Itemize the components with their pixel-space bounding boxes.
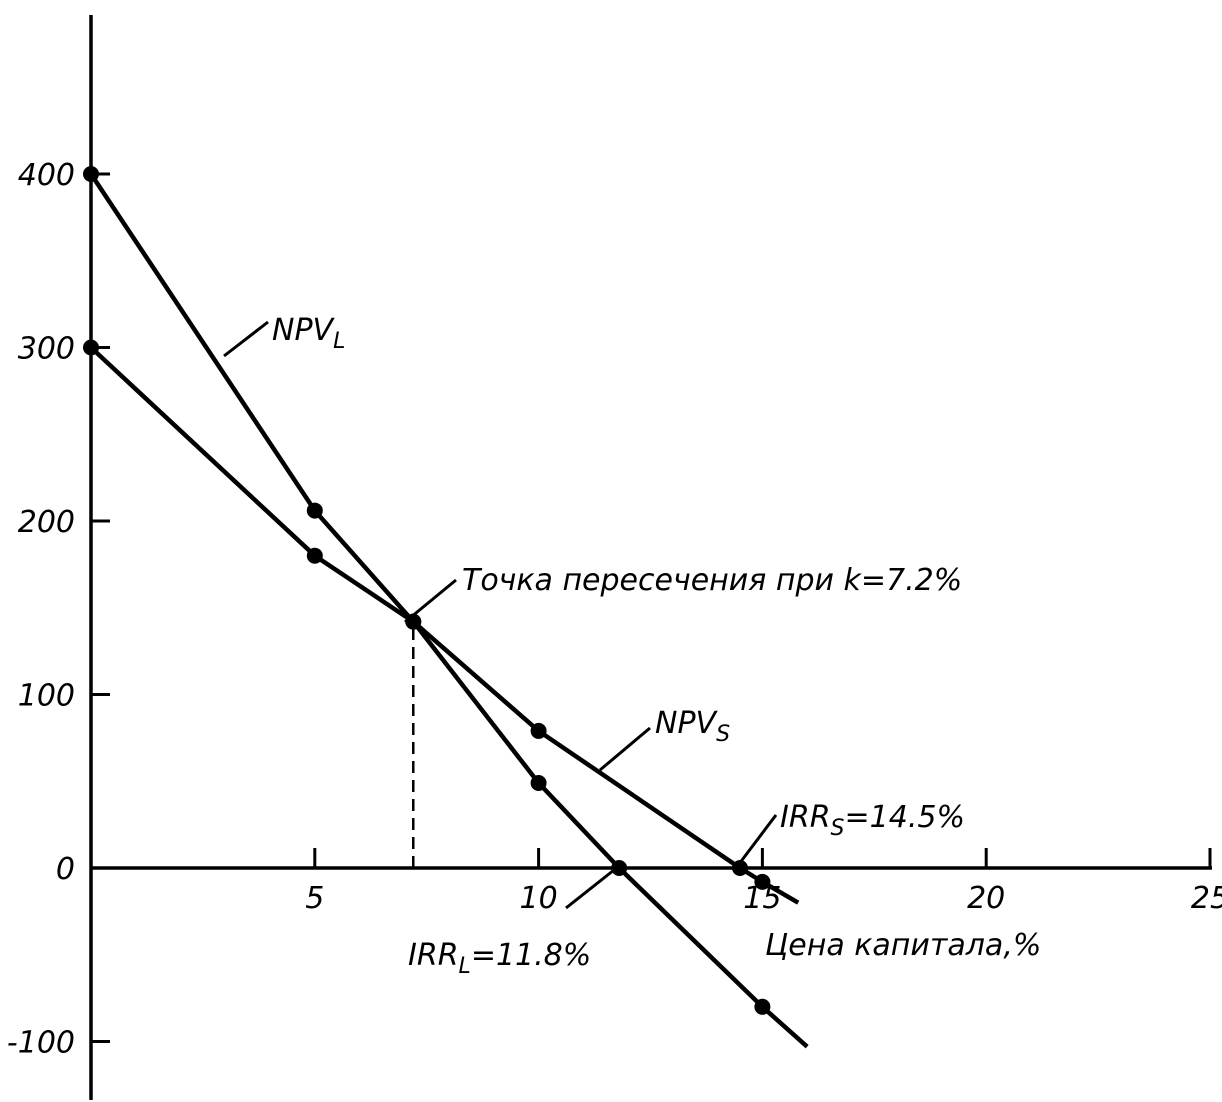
data-point-l [754,998,771,1015]
npv-l-label: NPVL [272,313,345,354]
npv-s-leader [599,726,651,772]
series-line-l [89,172,809,1049]
x-tick-label: 5 [305,881,324,916]
data-point-s [83,339,99,356]
data-point-s [754,873,771,890]
irr-s-leader [734,814,778,869]
x-tick-label: 20 [967,881,1005,916]
irr-l-label: IRRL=11.8% [408,938,591,979]
y-tick-label: 100 [18,679,75,714]
crossover-label: Точка пересечения при k=7.2% [462,563,962,598]
npv-s-label: NPVS [655,706,730,747]
data-point-l [611,860,628,876]
data-point-s [530,722,547,739]
x-tick-label: 25 [1191,881,1222,916]
irr-l-leader [565,868,615,910]
crossover-leader [404,578,457,624]
y-tick-label: -100 [7,1026,75,1061]
data-point-l [530,774,547,791]
series-line-s [89,345,800,905]
y-tick-label: 300 [18,332,75,367]
data-point-s [306,547,323,564]
data-point-l [83,166,99,182]
npv-l-leader [223,320,269,358]
x-tick-label: 10 [520,881,558,916]
x-axis-label: Цена капитала,% [765,928,1041,963]
y-tick-label: 200 [18,505,75,540]
irr-s-label: IRRS=14.5% [780,800,965,841]
y-tick-label: 0 [56,852,75,887]
y-tick-label: 400 [18,158,75,193]
data-point-s [732,860,749,876]
data-point-l [306,502,323,519]
